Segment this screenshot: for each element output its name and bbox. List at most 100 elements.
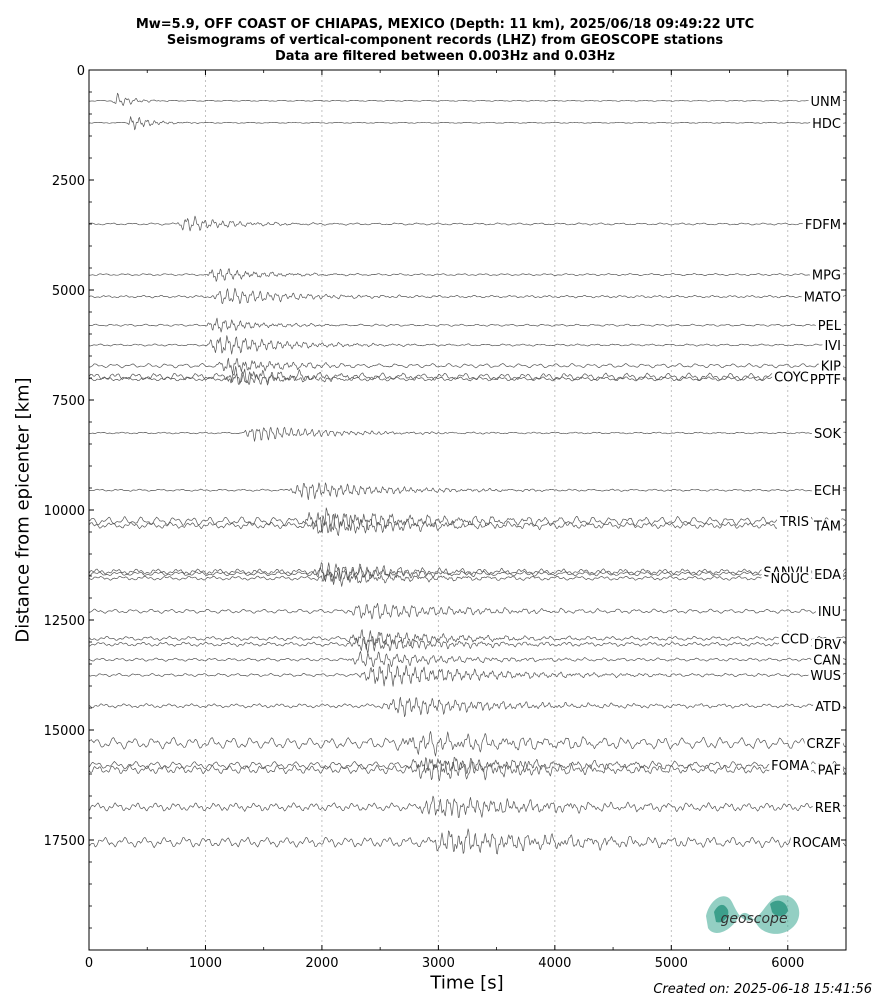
x-tick-label-1: 1000: [189, 956, 222, 971]
logo-text: geoscope: [720, 911, 787, 927]
x-tick-label-6: 6000: [771, 956, 804, 971]
station-label-rocam: ROCAM: [793, 836, 841, 851]
station-label-kip: KIP: [821, 360, 841, 375]
station-label-unm: UNM: [811, 95, 841, 110]
trace-nouc: [89, 570, 846, 587]
x-tick-label-2: 2000: [305, 956, 338, 971]
station-label-bg-sok: [811, 427, 844, 442]
x-tick-label-0: 0: [85, 956, 93, 971]
trace-crzf: [88, 731, 846, 757]
trace-fdfm: [88, 215, 846, 232]
station-label-tris: TRIS: [779, 515, 809, 530]
station-label-bg-eda: [812, 567, 844, 583]
station-label-wus: WUS: [810, 669, 841, 684]
station-label-bg-crzf: [804, 737, 843, 753]
x-tick-label-5: 5000: [655, 956, 688, 971]
trace-mpg: [89, 268, 846, 282]
trace-drv: [88, 637, 846, 655]
trace-wus: [88, 663, 846, 687]
x-tick-label-4: 4000: [538, 956, 571, 971]
trace-ivi: [88, 335, 846, 355]
x-axis-label: Time [s]: [430, 972, 504, 994]
trace-unm: [88, 92, 846, 106]
trace-rocam: [88, 828, 846, 855]
trace-sanvu: [88, 562, 846, 581]
station-label-coyc: COYC: [774, 371, 809, 386]
trace-tam: [88, 513, 846, 536]
station-label-ccd: CCD: [781, 632, 809, 647]
x-tick-label-3: 3000: [422, 956, 455, 971]
station-label-fdfm: FDFM: [805, 218, 841, 233]
station-label-bg-rer: [812, 801, 843, 816]
station-label-bg-rocam: [790, 836, 843, 852]
trace-can: [89, 651, 846, 668]
station-label-bg-paf: [815, 763, 843, 779]
station-label-pel: PEL: [818, 319, 842, 334]
station-label-bg-nouc: [768, 572, 811, 588]
station-label-mato: MATO: [804, 291, 841, 306]
trace-paf: [88, 757, 846, 781]
station-label-bg-atd: [813, 699, 843, 715]
chart-title: Mw=5.9, OFF COAST OF CHIAPAS, MEXICO (De…: [0, 17, 890, 65]
y-tick-label-6: 15000: [44, 724, 85, 739]
y-tick-label-3: 7500: [52, 394, 85, 409]
trace-pel: [88, 317, 846, 333]
station-label-nouc: NOUC: [770, 572, 809, 587]
y-tick-label-5: 12500: [44, 614, 85, 629]
station-label-bg-mpg: [809, 268, 843, 284]
station-label-rer: RER: [815, 801, 841, 816]
trace-tris: [88, 507, 846, 534]
station-label-bg-tris: [776, 515, 811, 530]
station-label-bg-mato: [801, 290, 843, 306]
trace-pptf: [88, 371, 846, 385]
station-label-bg-pptf: [807, 372, 843, 388]
logo-land-shape: [714, 900, 788, 923]
station-label-bg-pel: [815, 319, 844, 335]
station-label-bg-ccd: [778, 632, 811, 648]
station-label-atd: ATD: [815, 700, 841, 715]
station-label-can: CAN: [813, 654, 841, 669]
station-label-bg-coyc: [772, 370, 811, 386]
trace-kip: [88, 357, 846, 375]
station-label-bg-fdfm: [802, 218, 843, 233]
station-label-mpg: MPG: [812, 269, 841, 284]
y-tick-label-0: 0: [77, 64, 85, 79]
station-label-bg-wus: [808, 669, 843, 684]
station-label-eda: EDA: [814, 568, 841, 583]
grid-lines: [205, 70, 789, 950]
station-label-bg-can: [811, 653, 843, 669]
trace-ech: [88, 482, 846, 501]
y-tick-label-2: 5000: [52, 284, 85, 299]
axis-ticks: 0 1000 2000 3000 4000 5000 6000 0 2500 5000 7500 10…: [44, 64, 846, 971]
station-label-bg-unm: [808, 94, 843, 110]
station-label-bg-hdc: [810, 116, 843, 132]
station-label-bg-inu: [815, 605, 843, 621]
created-timestamp: Created on: 2025-06-18 15:41:56: [653, 982, 872, 997]
station-label-bg-tam: [810, 519, 843, 535]
trace-hdc: [88, 116, 846, 131]
y-axis-label: Distance from epicenter [km]: [12, 377, 34, 643]
station-label-bg-foma: [769, 759, 812, 775]
station-label-bg-ech: [811, 484, 843, 500]
plot-frame: [88, 69, 847, 951]
station-label-bg-drv: [811, 638, 844, 654]
station-label-paf: PAF: [818, 764, 841, 779]
trace-eda: [88, 566, 846, 583]
station-label-pptf: PPTF: [810, 373, 841, 388]
station-label-inu: INU: [818, 605, 841, 620]
station-labels: UNM HDC FDFM MPG MATO PEL IVI KIP COYC PPTF SOK ECH…: [761, 94, 844, 852]
station-label-crzf: CRZF: [807, 737, 842, 752]
station-label-drv: DRV: [814, 638, 841, 653]
trace-coyc: [88, 366, 846, 386]
trace-foma: [88, 756, 846, 774]
title-line-1: Mw=5.9, OFF COAST OF CHIAPAS, MEXICO (De…: [135, 17, 755, 32]
geoscope-logo: geoscope: [706, 895, 800, 934]
station-label-ech: ECH: [814, 484, 841, 499]
station-label-sok: SOK: [814, 427, 841, 442]
y-tick-label-4: 10000: [44, 504, 85, 519]
station-label-tam: TAM: [813, 519, 841, 534]
station-label-hdc: HDC: [812, 117, 841, 132]
trace-mato: [89, 287, 846, 304]
station-label-ivi: IVI: [824, 339, 841, 354]
title-line-3: Data are filtered between 0.003Hz and 0.…: [274, 49, 616, 64]
